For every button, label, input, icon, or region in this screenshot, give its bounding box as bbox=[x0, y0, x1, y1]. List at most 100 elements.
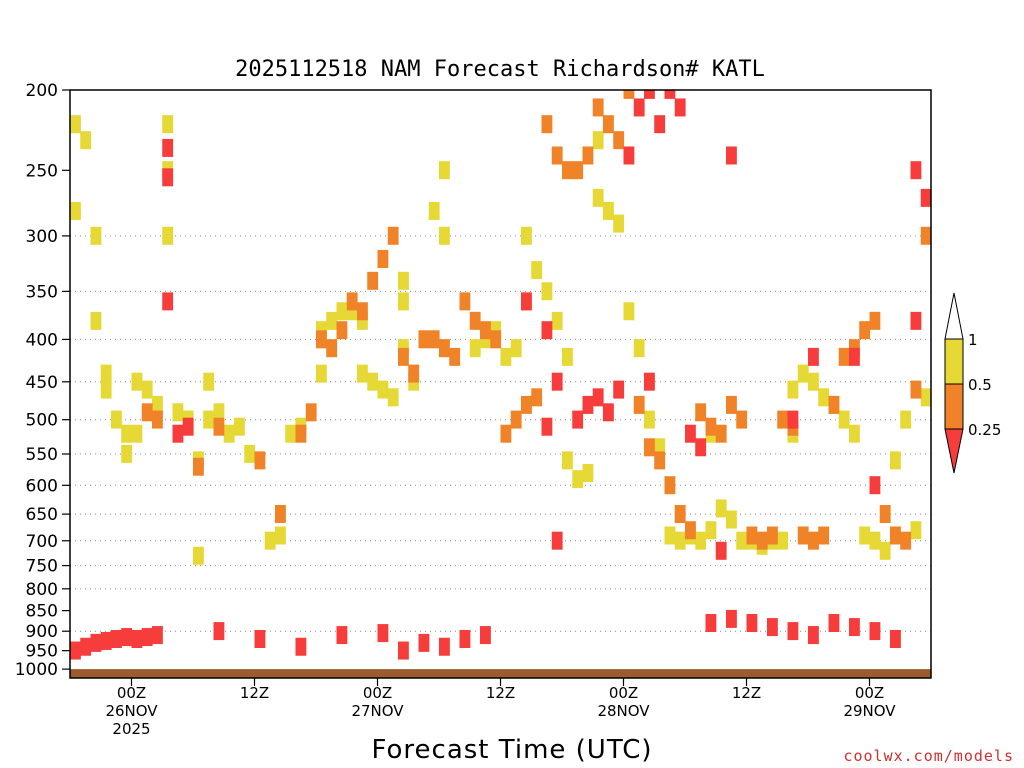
ri_below_0.25-cell-13 bbox=[182, 417, 194, 436]
ri_0.25_to_0.5-cell-36 bbox=[603, 115, 614, 134]
ri_0.25_to_0.5-cell-17 bbox=[408, 364, 420, 383]
y-tick-label-900: 900 bbox=[26, 622, 58, 642]
ri_0.25_to_0.5-cell-64 bbox=[890, 526, 901, 545]
ri_0.25_to_0.5-cell-47 bbox=[715, 424, 727, 443]
y-tick-label-350: 350 bbox=[26, 282, 58, 302]
legend-below-0.25 bbox=[944, 428, 964, 474]
ri_0.5_to_1-cell-67 bbox=[633, 339, 645, 358]
ri_below_0.25-cell-30 bbox=[603, 403, 614, 422]
ri_0.5_to_1-cell-60 bbox=[572, 470, 584, 489]
ri_0.5_to_1-cell-62 bbox=[592, 131, 604, 150]
ri_0.25_to_0.5-cell-6 bbox=[295, 424, 307, 443]
ri_below_0.25-cell-48 bbox=[869, 622, 881, 641]
ri_0.25_to_0.5-cell-65 bbox=[900, 531, 912, 550]
ri_below_0.25-cell-21 bbox=[439, 637, 450, 656]
ri_0.5_to_1-cell-26 bbox=[244, 444, 256, 463]
ri_below_0.25-cell-40 bbox=[705, 614, 717, 633]
ri_0.5_to_1-cell-57 bbox=[551, 311, 563, 330]
ri_below_0.25-cell-31 bbox=[613, 380, 625, 399]
ri_0.25_to_0.5-cell-31 bbox=[551, 146, 563, 165]
ri_0.5_to_1-cell-40 bbox=[387, 388, 399, 407]
ri_0.25_to_0.5-cell-34 bbox=[582, 146, 594, 165]
ri_below_0.25-cell-1 bbox=[80, 637, 92, 656]
ri_below_0.25-cell-33 bbox=[633, 98, 645, 117]
legend-band-0.5-1 bbox=[944, 338, 964, 385]
ri_0.5_to_1-cell-31 bbox=[316, 321, 327, 340]
ri_0.5_to_1-cell-70 bbox=[664, 526, 676, 545]
ri_0.25_to_0.5-cell-37 bbox=[613, 131, 625, 150]
ri_0.25_to_0.5-cell-20 bbox=[439, 339, 450, 358]
legend-band-0.25-0.5 bbox=[944, 383, 964, 430]
ri_0.5_to_1-cell-38 bbox=[367, 372, 379, 391]
y-tick-label-200: 200 bbox=[26, 81, 58, 101]
ri_0.5_to_1-cell-63 bbox=[592, 188, 604, 207]
y-tick-label-550: 550 bbox=[26, 445, 58, 465]
ri_0.5_to_1-cell-61 bbox=[582, 463, 594, 482]
ri_below_0.25-cell-9 bbox=[162, 138, 174, 157]
x-tick-label-2-1: 27NOV bbox=[351, 702, 404, 720]
ri_below_0.25-cell-57 bbox=[726, 146, 737, 165]
ri_below_0.25-cell-55 bbox=[541, 417, 553, 436]
ri_below_0.25-cell-42 bbox=[746, 614, 758, 633]
ri_below_0.25-cell-29 bbox=[592, 388, 604, 407]
legend-label-0.25: 0.25 bbox=[968, 421, 1001, 439]
ri_below_0.25-cell-37 bbox=[674, 98, 686, 117]
ri_below_0.25-cell-43 bbox=[767, 618, 778, 637]
ri_below_0.25-cell-12 bbox=[172, 424, 184, 443]
legend: 1 0.5 0.25 bbox=[944, 292, 1001, 474]
ri_below_0.25-cell-46 bbox=[828, 614, 840, 633]
ri_below_0.25-cell-15 bbox=[254, 630, 266, 648]
ri_below_0.25-cell-34 bbox=[644, 90, 655, 99]
ri_0.25_to_0.5-cell-45 bbox=[695, 403, 707, 422]
ri_0.5_to_1-cell-16 bbox=[162, 226, 174, 245]
ri_below_0.25-cell-11 bbox=[162, 292, 174, 311]
ri_0.25_to_0.5-cell-18 bbox=[418, 330, 430, 349]
ri_0.25_to_0.5-cell-63 bbox=[879, 504, 891, 523]
y-axis: 200 250 300 350 400 450 500 550 600 650 700 750 8008… bbox=[15, 81, 70, 680]
x-tick-label-0-2: 2025 bbox=[112, 720, 150, 738]
x-axis-label: Forecast Time (UTC) bbox=[371, 735, 652, 765]
ri_0.5_to_1-cell-9 bbox=[121, 444, 133, 463]
ri_0.5_to_1-cell-10 bbox=[131, 372, 143, 391]
ri_0.5_to_1-cell-47 bbox=[439, 226, 450, 245]
ri_0.5_to_1-cell-98 bbox=[931, 526, 942, 544]
ri_below_0.25-cell-6 bbox=[131, 630, 143, 648]
ri_0.5_to_1-cell-50 bbox=[490, 321, 502, 340]
chart-title: 2025112518 NAM Forecast Richardson# KATL bbox=[235, 57, 765, 82]
ri_0.25_to_0.5-cell-19 bbox=[428, 330, 440, 349]
ri_0.25_to_0.5-cell-66 bbox=[910, 380, 922, 399]
ri_0.5_to_1-cell-34 bbox=[336, 302, 348, 321]
ri_0.5_to_1-cell-87 bbox=[818, 388, 830, 407]
ri_0.5_to_1-cell-73 bbox=[695, 531, 707, 550]
ri_0.25_to_0.5-cell-14 bbox=[377, 250, 389, 269]
ri_0.5_to_1-cell-6 bbox=[100, 380, 112, 399]
ri_0.5_to_1-cell-8 bbox=[121, 424, 133, 443]
ri_below_0.25-cell-58 bbox=[787, 410, 799, 429]
ri_0.5_to_1-cell-68 bbox=[644, 410, 655, 429]
ri_0.25_to_0.5-cell-35 bbox=[592, 98, 604, 117]
ri_0.25_to_0.5-cell-28 bbox=[521, 395, 532, 414]
ri_below_0.25-cell-19 bbox=[398, 641, 409, 660]
ri_0.25_to_0.5-cell-16 bbox=[398, 347, 409, 366]
ri_0.25_to_0.5-cell-58 bbox=[828, 395, 840, 414]
ri_0.5_to_1-cell-35 bbox=[346, 302, 358, 321]
ri_0.25_to_0.5-cell-52 bbox=[767, 526, 778, 545]
ri_0.25_to_0.5-cell-27 bbox=[510, 410, 522, 429]
ri_0.5_to_1-cell-22 bbox=[203, 410, 215, 429]
ri_0.25_to_0.5-cell-50 bbox=[746, 526, 758, 545]
ri_0.5_to_1-cell-56 bbox=[541, 282, 553, 301]
ri_0.5_to_1-cell-91 bbox=[859, 526, 871, 545]
ri_below_0.25-cell-39 bbox=[695, 438, 707, 457]
ri_below_0.25-cell-51 bbox=[920, 188, 931, 207]
ri_0.25_to_0.5-cell-30 bbox=[541, 115, 553, 134]
ri_0.5_to_1-cell-65 bbox=[613, 214, 625, 233]
ri_0.25_to_0.5-cell-59 bbox=[838, 347, 850, 366]
ri_0.5_to_1-cell-23 bbox=[213, 403, 225, 422]
ri_0.25_to_0.5-cell-67 bbox=[920, 226, 931, 245]
ri_0.5_to_1-cell-92 bbox=[869, 531, 881, 550]
ri_below_0.25-cell-25 bbox=[541, 321, 553, 340]
ri_0.5_to_1-cell-76 bbox=[715, 499, 727, 518]
ri_0.25_to_0.5-cell-4 bbox=[254, 451, 266, 470]
ri_below_0.25-cell-49 bbox=[890, 630, 901, 648]
